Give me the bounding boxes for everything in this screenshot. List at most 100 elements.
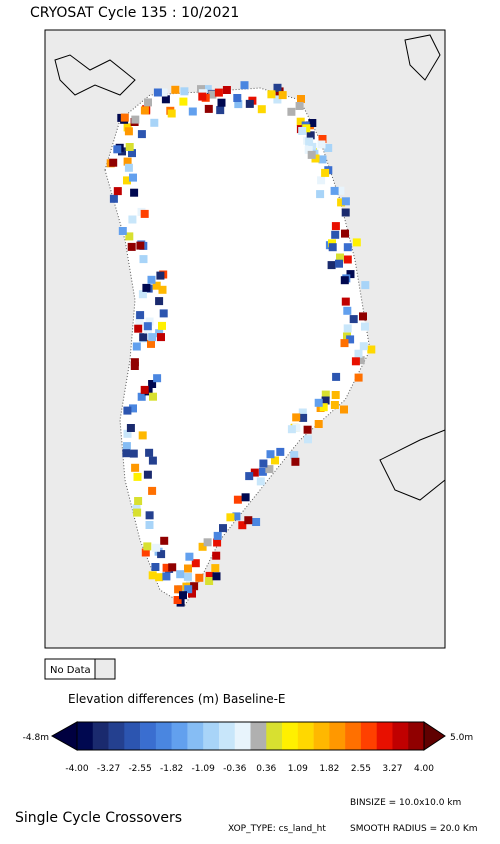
cell <box>267 90 276 99</box>
cell <box>307 150 316 159</box>
cell <box>302 124 311 133</box>
cell <box>150 118 159 127</box>
cell <box>144 98 152 107</box>
cell <box>198 542 207 551</box>
cell <box>305 137 314 146</box>
cell <box>139 333 148 342</box>
colorbar-bin <box>155 722 172 750</box>
cell <box>292 423 301 432</box>
colorbar-bin <box>329 722 346 750</box>
cell <box>356 356 365 365</box>
map <box>54 34 446 607</box>
title: CRYOSAT Cycle 135 : 10/2021 <box>30 5 239 21</box>
cell <box>134 324 143 333</box>
colorbar-tick-label: -0.36 <box>223 764 247 774</box>
cell <box>145 448 154 457</box>
colorbar-bin <box>282 722 299 750</box>
cell <box>349 315 358 324</box>
colorbar-border <box>76 721 425 751</box>
cell <box>233 94 242 102</box>
cell <box>145 511 154 520</box>
xop-type: XOP_TYPE: cs_land_ht <box>228 824 326 834</box>
cell <box>336 186 345 195</box>
cell <box>191 559 200 568</box>
cell <box>240 81 249 90</box>
cell <box>184 585 193 594</box>
colorbar-tick-label: -1.82 <box>160 764 183 774</box>
cell <box>298 408 307 417</box>
cell <box>213 531 222 540</box>
cell <box>128 215 137 224</box>
colorbar-tick-label: 2.55 <box>351 764 371 774</box>
cell <box>351 357 360 366</box>
cell <box>244 516 253 525</box>
cell <box>140 209 149 218</box>
cell <box>331 391 340 399</box>
colorbar-tick-label: -2.55 <box>128 764 151 774</box>
cell <box>155 297 164 306</box>
cell <box>145 317 154 326</box>
cell <box>276 447 285 456</box>
cell <box>167 109 176 118</box>
cell <box>134 497 143 505</box>
cell <box>143 470 152 479</box>
cell <box>359 342 368 351</box>
colorbar-bin <box>203 722 220 750</box>
cell <box>152 543 161 552</box>
cell <box>148 486 157 495</box>
colorbar-max: 5.0m <box>450 733 473 743</box>
cell <box>123 406 132 415</box>
cell <box>352 238 361 247</box>
cell <box>343 243 352 252</box>
cell <box>148 456 157 465</box>
cell <box>295 102 304 110</box>
colorbar-tick-label: -1.09 <box>192 764 216 774</box>
cell <box>157 550 166 559</box>
cell <box>128 149 136 158</box>
cell <box>118 227 127 235</box>
smooth-radius: SMOOTH RADIUS = 20.0 Km <box>350 824 478 834</box>
cell <box>131 115 140 124</box>
cell <box>188 107 197 116</box>
cell <box>205 577 214 585</box>
cell <box>354 373 363 382</box>
cell <box>179 97 188 106</box>
cell <box>343 255 352 264</box>
cell <box>138 290 147 299</box>
cell <box>292 413 301 422</box>
cell <box>252 518 261 526</box>
footer-heading: Single Cycle Crossovers <box>15 810 182 826</box>
cell <box>211 564 220 573</box>
colorbar-title: Elevation differences (m) Baseline-E <box>68 692 286 706</box>
cell <box>130 362 139 370</box>
cell <box>331 230 340 239</box>
cell <box>257 105 266 114</box>
cell <box>205 571 214 580</box>
cell <box>354 349 363 358</box>
colorbar-tick-label: 4.00 <box>414 764 434 774</box>
colorbar-tick-label: -4.00 <box>65 764 89 774</box>
cell <box>331 222 340 231</box>
cell <box>245 472 254 481</box>
cell <box>133 508 142 517</box>
cell <box>273 83 282 92</box>
cell <box>314 398 323 407</box>
cell <box>327 261 336 270</box>
cell <box>136 241 145 250</box>
colorbar-tick-label: 0.36 <box>256 764 276 774</box>
cell <box>153 88 162 97</box>
cell <box>332 372 341 381</box>
greenland <box>104 87 371 606</box>
cell <box>204 104 213 113</box>
cell <box>179 591 187 600</box>
cell <box>361 281 370 290</box>
coastline <box>54 34 446 501</box>
cell <box>340 276 349 285</box>
cell <box>318 135 327 143</box>
cell <box>113 145 122 154</box>
cell <box>245 99 254 108</box>
colorbar-bin <box>360 722 377 750</box>
cell <box>319 403 328 412</box>
